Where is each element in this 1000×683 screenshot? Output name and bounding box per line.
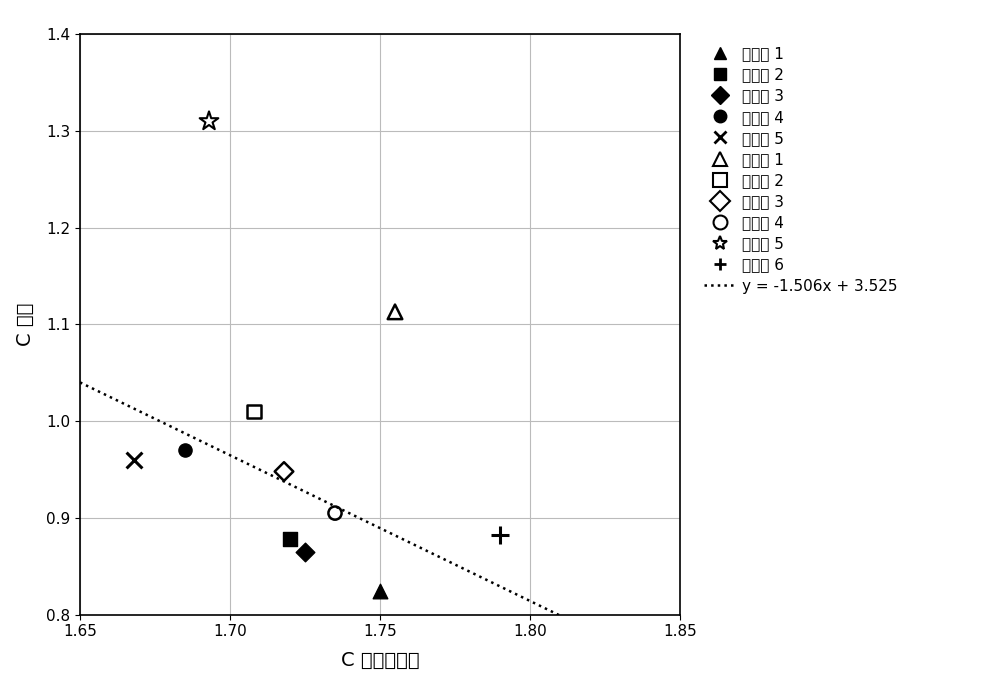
Point (177, 445, 193, 456)
Point (201, 115, 217, 126)
Point (282, 534, 298, 545)
Point (246, 406, 262, 417)
Point (387, 307, 403, 318)
Point (327, 507, 343, 518)
Legend: 实施例 1, 实施例 2, 实施例 3, 实施例 4, 实施例 5, 对比例 1, 对比例 2, 对比例 3, 对比例 4, 对比例 5, 对比例 6, y =: 实施例 1, 实施例 2, 实施例 3, 实施例 4, 实施例 5, 对比例 1… (700, 42, 902, 298)
Point (492, 530, 508, 541)
Point (126, 454, 142, 465)
Y-axis label: C 系数: C 系数 (16, 303, 35, 346)
Point (372, 585, 388, 596)
X-axis label: C 级堆积比重: C 级堆积比重 (341, 650, 419, 669)
Point (297, 546, 313, 557)
Point (276, 466, 292, 477)
